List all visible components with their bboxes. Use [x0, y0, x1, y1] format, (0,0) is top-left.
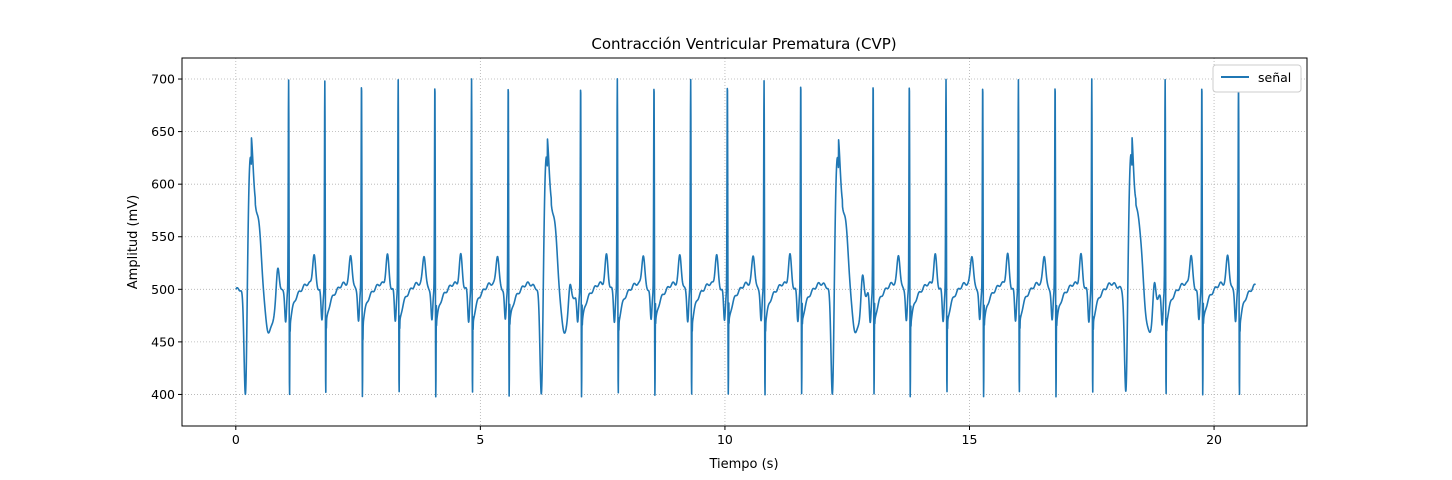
x-axis-label: Tiempo (s) — [708, 457, 778, 472]
x-tick-label: 10 — [717, 432, 733, 447]
x-tick-label: 15 — [962, 432, 978, 447]
legend: señal — [1212, 64, 1302, 93]
y-tick-label: 400 — [151, 387, 175, 402]
x-tick-label: 0 — [232, 432, 240, 447]
series-lines — [235, 78, 1257, 398]
y-tick-label: 600 — [151, 177, 175, 192]
y-tick-label: 550 — [151, 229, 175, 244]
x-axis: 0 5 10 15 20 — [232, 426, 1222, 447]
legend-box — [1212, 64, 1302, 93]
plot-frame — [181, 57, 1308, 427]
y-tick-label: 450 — [151, 334, 175, 349]
y-tick-label: 650 — [151, 124, 175, 139]
y-axis: 400 450 500 550 600 650 700 — [151, 72, 182, 402]
series-line-senal — [235, 78, 1257, 398]
y-tick-label: 700 — [151, 72, 175, 87]
x-tick-label: 5 — [476, 432, 484, 447]
legend-label: señal — [1258, 70, 1291, 85]
x-tick-label: 20 — [1206, 432, 1222, 447]
y-axis-label: Amplitud (mV) — [126, 195, 141, 289]
chart-title: Contracción Ventricular Prematura (CVP) — [591, 35, 896, 53]
grid — [182, 58, 1307, 426]
y-tick-label: 500 — [151, 282, 175, 297]
